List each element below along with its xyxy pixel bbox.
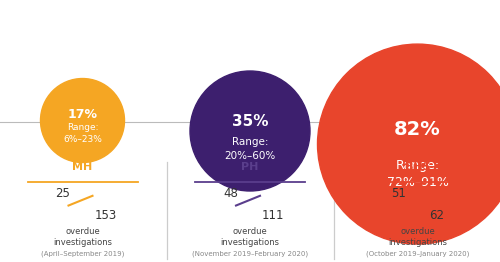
Text: 17%: 17%: [68, 108, 98, 121]
Text: overdue: overdue: [232, 227, 268, 236]
Text: Range:
6%–23%: Range: 6%–23%: [63, 123, 102, 144]
Circle shape: [40, 79, 124, 162]
Text: 111: 111: [262, 209, 284, 222]
Text: Range:
20%–60%: Range: 20%–60%: [224, 137, 276, 161]
Text: 25: 25: [56, 187, 70, 200]
Text: overdue: overdue: [65, 227, 100, 236]
Text: investigations: investigations: [220, 238, 280, 247]
Text: BHS: BHS: [404, 162, 430, 172]
Text: (October 2019–January 2020): (October 2019–January 2020): [366, 251, 469, 257]
Circle shape: [318, 44, 500, 244]
Text: (November 2019–February 2020): (November 2019–February 2020): [192, 251, 308, 257]
Text: overdue: overdue: [400, 227, 435, 236]
Text: MH: MH: [72, 162, 92, 172]
Text: investigations: investigations: [53, 238, 112, 247]
Text: 153: 153: [94, 209, 117, 222]
Text: Range:
72%–91%: Range: 72%–91%: [386, 159, 448, 189]
Text: 62: 62: [430, 209, 444, 222]
Text: PH: PH: [242, 162, 258, 172]
Text: 51: 51: [390, 187, 406, 200]
Circle shape: [190, 71, 310, 191]
Text: (April–September 2019): (April–September 2019): [41, 251, 124, 257]
Text: investigations: investigations: [388, 238, 447, 247]
Text: 35%: 35%: [232, 114, 268, 129]
Text: 82%: 82%: [394, 119, 441, 139]
Text: 48: 48: [223, 187, 238, 200]
